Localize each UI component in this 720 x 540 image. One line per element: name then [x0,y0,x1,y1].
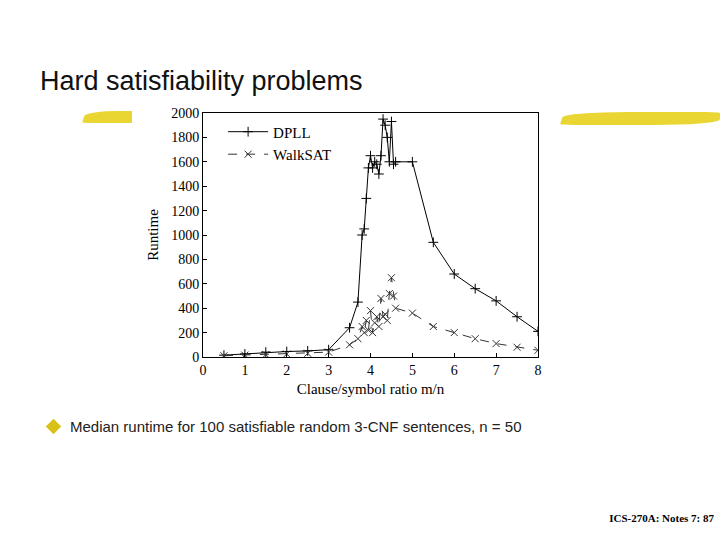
svg-text:2: 2 [283,363,290,378]
html-text:Median runtime for 100 satisfi: Median runtime for 100 satisfiable rando… [70,418,522,435]
svg-text:1800: 1800 [171,130,199,145]
svg-text:0: 0 [200,363,207,378]
svg-text:400: 400 [178,301,199,316]
svg-text:800: 800 [178,252,199,267]
html-text:ICS-270A: Notes 7: 87: ICS-270A: Notes 7: 87 [609,512,714,524]
svg-text:Clause/symbol ratio m/n: Clause/symbol ratio m/n [297,381,445,397]
svg-text:1000: 1000 [171,228,199,243]
svg-text:DPLL: DPLL [273,125,311,141]
svg-text:3: 3 [325,363,332,378]
html-text:Hard satisfiability problems: Hard satisfiability problems [40,66,363,96]
svg-text:1200: 1200 [171,204,199,219]
svg-text:2000: 2000 [171,106,199,121]
svg-text:8: 8 [535,363,542,378]
svg-text:0: 0 [192,350,199,365]
svg-text:Runtime: Runtime [145,209,161,261]
svg-text:1600: 1600 [171,155,199,170]
svg-text:6: 6 [451,363,458,378]
svg-text:600: 600 [178,277,199,292]
svg-text:1: 1 [241,363,248,378]
svg-text:5: 5 [409,363,416,378]
svg-text:WalkSAT: WalkSAT [273,147,331,163]
svg-text:200: 200 [178,326,199,341]
svg-text:4: 4 [367,363,374,378]
svg-text:7: 7 [493,363,500,378]
svg-text:1400: 1400 [171,179,199,194]
